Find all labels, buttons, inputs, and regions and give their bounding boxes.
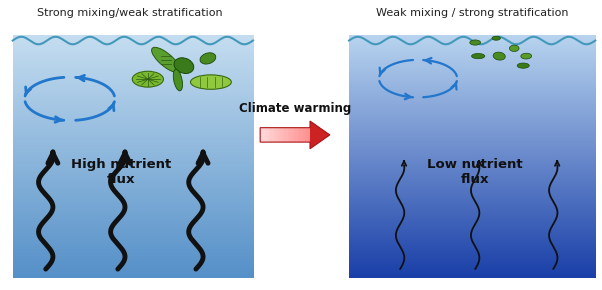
Bar [261, 128, 262, 142]
Bar [260, 128, 262, 142]
Ellipse shape [470, 40, 480, 45]
Bar [260, 128, 262, 142]
Bar [261, 128, 262, 142]
Bar [282, 128, 285, 142]
Bar [273, 128, 275, 142]
Bar [280, 128, 282, 142]
Bar [261, 128, 263, 142]
Bar [261, 128, 263, 142]
Bar [261, 128, 262, 142]
Polygon shape [310, 121, 330, 149]
Bar [261, 128, 263, 142]
Bar [261, 128, 263, 142]
Bar [270, 128, 273, 142]
Bar [262, 128, 263, 142]
Bar [278, 128, 280, 142]
Ellipse shape [200, 53, 216, 64]
Bar [262, 128, 263, 142]
Bar [275, 128, 278, 142]
Text: High nutrient
flux: High nutrient flux [70, 158, 171, 186]
Bar [261, 128, 263, 142]
Bar [261, 128, 262, 142]
Bar [261, 128, 262, 142]
Ellipse shape [173, 69, 182, 91]
Ellipse shape [492, 36, 500, 40]
Bar [295, 128, 297, 142]
Bar [293, 128, 295, 142]
Bar [261, 128, 262, 142]
Bar [261, 128, 263, 142]
Bar [262, 128, 263, 142]
Text: Climate warming: Climate warming [239, 102, 351, 115]
Ellipse shape [152, 47, 180, 72]
Bar [260, 128, 262, 142]
Bar [300, 128, 303, 142]
Bar [261, 128, 262, 142]
Text: Low nutrient
flux: Low nutrient flux [427, 158, 523, 186]
Bar [303, 128, 305, 142]
Bar [260, 128, 310, 142]
Bar [305, 128, 308, 142]
Bar [261, 128, 263, 142]
Text: Strong mixing/weak stratification: Strong mixing/weak stratification [37, 8, 223, 18]
Bar [260, 128, 262, 142]
Ellipse shape [493, 52, 505, 60]
Ellipse shape [509, 45, 519, 52]
Ellipse shape [517, 63, 529, 68]
Bar [290, 128, 293, 142]
Bar [262, 128, 265, 142]
Bar [261, 128, 262, 142]
Bar [262, 128, 264, 142]
Bar [268, 128, 270, 142]
Ellipse shape [521, 53, 532, 59]
Ellipse shape [132, 71, 164, 87]
Bar [261, 128, 263, 142]
Bar [261, 128, 262, 142]
Bar [265, 128, 268, 142]
Bar [261, 128, 262, 142]
Text: Weak mixing / strong stratification: Weak mixing / strong stratification [376, 8, 568, 18]
Ellipse shape [190, 75, 231, 89]
Ellipse shape [174, 58, 194, 73]
Bar [297, 128, 300, 142]
Bar [261, 128, 262, 142]
Bar [285, 128, 288, 142]
Bar [261, 128, 262, 142]
Bar [308, 128, 310, 142]
Bar [261, 128, 262, 142]
Bar [261, 128, 262, 142]
Ellipse shape [471, 54, 485, 59]
Bar [260, 128, 262, 142]
Bar [288, 128, 290, 142]
